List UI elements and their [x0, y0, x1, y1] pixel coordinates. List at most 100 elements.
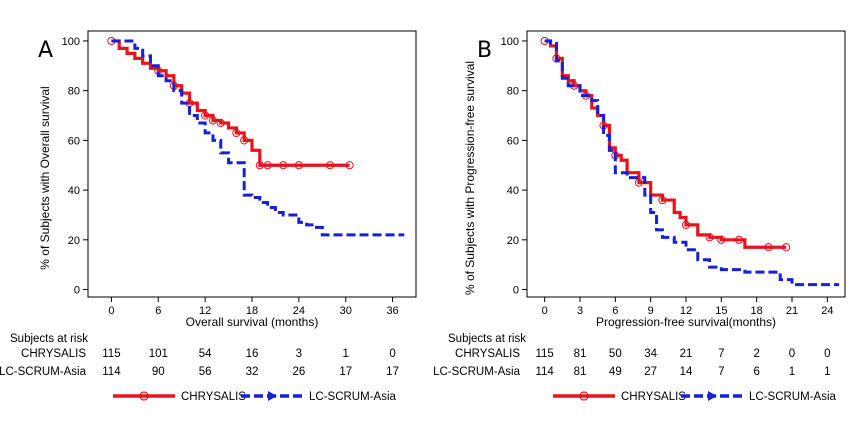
censor-marker	[345, 161, 354, 170]
censor-marker	[216, 118, 225, 128]
risk-table-title: Subjects at risk	[448, 333, 526, 345]
risk-table-title: Subjects at risk	[10, 333, 88, 345]
y-tick-label: 60	[68, 135, 80, 147]
y-tick-label: 0	[74, 285, 80, 297]
censor-marker	[705, 233, 714, 242]
x-tick-label: 9	[648, 305, 654, 317]
plot-frame	[526, 30, 846, 298]
risk-value: 50	[609, 348, 622, 360]
censor-marker	[208, 116, 218, 125]
y-tick-label: 100	[501, 36, 519, 48]
censor-marker	[681, 220, 691, 230]
censor-marker	[782, 243, 791, 252]
x-tick-label: 15	[715, 305, 727, 317]
censor-marker	[232, 128, 241, 138]
risk-value: 54	[199, 348, 212, 360]
x-tick-label: 6	[155, 305, 161, 317]
risk-value: 90	[152, 366, 165, 378]
risk-row-label: CHRYSALIS	[21, 348, 86, 360]
risk-value: 7	[718, 366, 724, 378]
risk-value: 114	[535, 366, 554, 378]
censor-marker	[279, 161, 288, 170]
plot-frame	[87, 30, 417, 298]
censor-marker	[294, 161, 303, 170]
legend-swatch-marker	[139, 391, 149, 401]
risk-value: 32	[246, 366, 259, 378]
x-tick-label: 6	[612, 305, 618, 317]
censor-marker	[734, 235, 744, 244]
censor-marker	[325, 161, 335, 170]
legend-label: LC-SCRUM-Asia	[309, 391, 397, 403]
risk-value: 81	[574, 366, 587, 378]
risk-value: 34	[644, 348, 657, 360]
survival-curve	[111, 39, 405, 237]
censor-marker	[255, 161, 264, 170]
panel-B: B0 3 6 9 12 15 18 21 24020406080100Progression-f…	[433, 30, 846, 403]
risk-value: 6	[753, 366, 759, 378]
x-tick-label: 18	[246, 305, 258, 317]
x-tick-label: 12	[680, 305, 692, 317]
series-lc-scrum-asia	[111, 39, 405, 237]
legend-swatch-marker	[268, 391, 277, 401]
risk-value: 7	[718, 348, 724, 360]
series-chrysalis	[540, 36, 791, 252]
risk-row-label: CHRYSALIS	[455, 348, 520, 360]
risk-value: 0	[789, 348, 795, 360]
risk-value: 114	[102, 366, 121, 378]
x-tick-label: 18	[751, 305, 763, 317]
censor-marker	[717, 235, 726, 244]
risk-value: 16	[246, 348, 259, 360]
censor-marker	[658, 195, 667, 205]
risk-value: 1	[789, 366, 795, 378]
risk-value: 27	[644, 366, 657, 378]
y-tick-label: 20	[68, 235, 80, 247]
censor-marker	[240, 136, 249, 145]
x-tick-label: 24	[821, 305, 833, 317]
risk-value: 0	[824, 348, 830, 360]
risk-value: 17	[339, 366, 352, 378]
risk-row-label: LC-SCRUM-Asia	[0, 366, 87, 378]
survival-curve	[111, 39, 350, 167]
legend: CHRYSALIS LC-SCRUM-Asia	[553, 391, 837, 403]
risk-value: 81	[574, 348, 587, 360]
y-tick-label: 60	[507, 135, 519, 147]
legend-label: LC-SCRUM-Asia	[749, 391, 837, 403]
x-tick-label: 24	[293, 305, 305, 317]
x-tick-label: 30	[340, 305, 352, 317]
risk-value: 26	[292, 366, 305, 378]
risk-value: 56	[199, 366, 212, 378]
y-tick-label: 80	[507, 86, 519, 98]
y-tick-label: 20	[507, 235, 519, 247]
risk-value: 115	[535, 348, 553, 360]
censor-marker	[201, 111, 210, 120]
series-chrysalis	[107, 36, 354, 170]
legend-swatch-marker	[708, 391, 717, 401]
x-tick-label: 0	[542, 305, 548, 317]
risk-value: 1	[824, 366, 830, 378]
risk-value: 1	[343, 348, 349, 360]
legend-label: CHRYSALIS	[181, 391, 246, 403]
y-axis-label: % of Subjects with Overall survival	[38, 86, 52, 269]
x-axis-label: Progression-free survival(months)	[596, 315, 776, 329]
risk-value: 0	[389, 348, 395, 360]
survival-curve	[544, 39, 787, 249]
legend-label: CHRYSALIS	[621, 391, 686, 403]
risk-value: 101	[149, 348, 168, 360]
y-axis-label: % of Subjects with Progression-free surv…	[463, 61, 477, 295]
x-tick-label: 12	[199, 305, 211, 317]
x-tick-label: 0	[108, 305, 114, 317]
y-tick-label: 100	[62, 36, 80, 48]
legend-swatch-marker	[579, 391, 589, 401]
risk-row-label: LC-SCRUM-Asia	[433, 366, 521, 378]
censor-marker	[634, 178, 643, 187]
y-tick-label: 0	[513, 285, 519, 297]
survival-curve	[544, 39, 840, 287]
risk-value: 21	[680, 348, 693, 360]
x-tick-label: 36	[386, 305, 398, 317]
risk-value: 49	[609, 366, 622, 378]
censor-marker	[764, 243, 773, 252]
risk-value: 2	[753, 348, 759, 360]
x-axis-label: Overall survival (months)	[186, 315, 319, 329]
